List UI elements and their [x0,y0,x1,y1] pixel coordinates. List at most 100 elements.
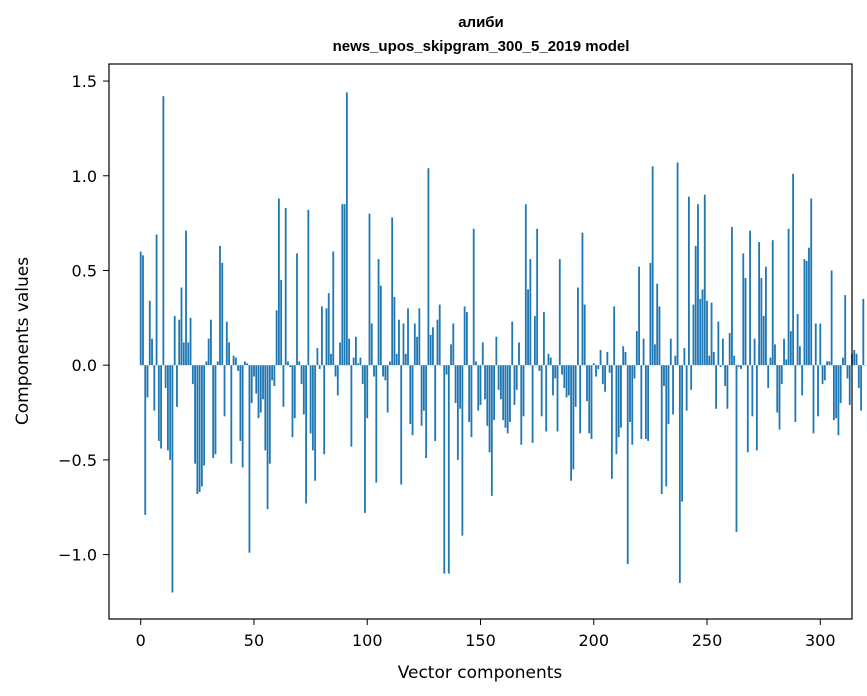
bar [205,361,208,366]
bar [656,283,659,366]
bar [862,298,865,366]
bar [171,365,174,593]
bar [366,365,369,419]
bar [268,365,271,464]
bar [470,365,473,438]
bar [216,361,219,366]
bar [615,365,618,455]
bar [176,365,178,407]
bar [617,365,620,438]
bar [481,342,484,366]
bar [284,207,287,366]
bar [737,365,740,368]
chart-title: алиби [458,14,504,31]
bar [640,365,643,440]
bar [207,338,210,366]
bar [531,365,534,443]
bar [357,363,360,366]
bar [545,365,548,432]
x-axis-label: Vector components [398,663,563,683]
bar [479,365,482,405]
bar [717,321,720,366]
bar [157,365,160,441]
x-tick-label: 250 [692,631,723,650]
bar [504,365,507,428]
y-tick-label: 0.5 [72,261,97,280]
bar [860,365,862,411]
bar [760,278,763,366]
bar [644,365,647,440]
bar [622,346,625,366]
bar [497,365,500,390]
bar [746,365,749,453]
bar [842,357,844,366]
bar [203,365,206,466]
bar [513,365,516,405]
bar [332,251,335,366]
bar [823,365,826,381]
bar [377,259,380,366]
bar [857,365,860,388]
bar [663,365,665,387]
bar [678,365,681,584]
bar [164,365,167,388]
bar [740,365,742,369]
bar [509,365,511,423]
bar [583,304,586,366]
bar [173,315,176,366]
bar [182,342,185,366]
bar [780,365,783,385]
bar [753,338,756,366]
bar [599,350,602,366]
bar [801,365,804,396]
bar [570,365,573,481]
bar [672,365,674,415]
bar [187,342,190,366]
bar [477,365,480,411]
y-axis: −1.0 −0.5 0.0 0.5 1.0 1.5 [58,72,109,565]
bar [792,173,795,366]
bar [762,315,765,366]
bar [699,298,702,366]
bar [814,323,817,366]
bar [151,338,153,366]
bar [225,321,228,366]
bar [393,296,396,366]
bar [774,344,776,366]
bar [250,365,253,404]
bar [343,204,346,366]
bar [155,234,158,366]
bar [325,308,328,366]
bar [586,365,588,402]
bar [608,365,611,373]
bar [246,363,249,366]
bar [262,365,264,400]
bar [162,96,165,366]
bar [484,365,486,400]
bar [373,365,375,377]
bar [230,365,233,464]
bar [771,240,774,366]
bar [721,338,724,366]
bar [579,365,582,434]
bar [416,336,418,366]
bar [166,365,169,451]
bar [466,312,468,366]
bar [454,365,457,404]
bar [142,255,144,366]
bar [674,355,677,366]
bar [287,361,289,366]
bar [710,302,713,366]
bar [808,247,810,366]
bar [839,365,842,404]
bar [289,365,292,368]
bar [676,162,679,366]
bar [255,365,258,394]
bar [567,365,570,396]
bar [241,365,244,468]
bar [185,230,187,366]
bar [178,319,181,366]
bar [273,365,276,387]
chart-subtitle: news_upos_skipgram_300_5_2019 model [333,38,630,55]
